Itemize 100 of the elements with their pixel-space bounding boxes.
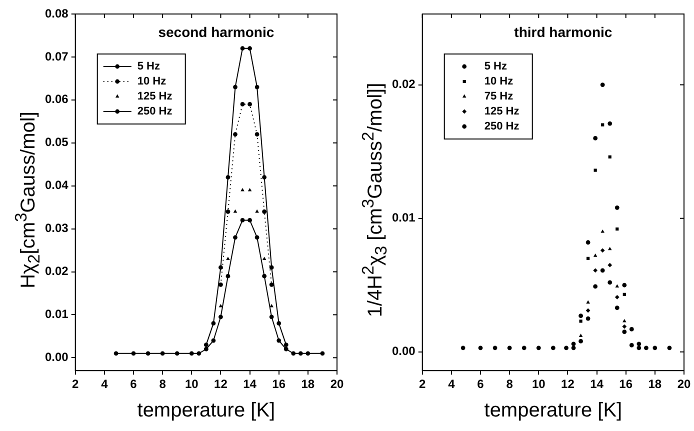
point <box>254 132 260 136</box>
point <box>614 306 620 310</box>
point <box>594 168 597 172</box>
point <box>211 321 216 326</box>
point <box>608 262 612 268</box>
point <box>600 82 605 87</box>
x-axis-title: temperature [K] <box>137 400 276 422</box>
x-tick-label: 4 <box>101 377 108 392</box>
x-tick-label: 10 <box>184 377 199 392</box>
point <box>276 338 282 343</box>
x-tick-label: 20 <box>330 377 344 392</box>
point <box>600 248 605 253</box>
y-tick-label: 0.07 <box>44 49 69 64</box>
point <box>622 324 627 329</box>
point <box>298 351 303 356</box>
point <box>586 300 590 304</box>
y-tick-label: 0.03 <box>44 221 69 236</box>
point <box>233 132 238 136</box>
y-tick-label: 0.01 <box>392 210 416 225</box>
text: third harmonic <box>514 24 612 40</box>
x-tick-label: 20 <box>677 377 691 392</box>
x-tick-label: 2 <box>419 377 426 392</box>
point <box>226 274 230 278</box>
y-tick-label: 0.04 <box>44 178 69 192</box>
legend-label: 250 Hz <box>137 106 173 118</box>
legend-label: 10 Hz <box>137 76 167 88</box>
point <box>593 254 598 257</box>
point <box>211 338 216 343</box>
point <box>600 230 605 233</box>
point <box>248 102 252 106</box>
legend-label: 5 Hz <box>137 60 160 73</box>
point <box>622 292 626 296</box>
point <box>269 265 274 270</box>
point <box>291 351 296 356</box>
point <box>550 346 556 350</box>
point <box>196 351 202 356</box>
point <box>578 314 583 318</box>
legend-label: 10 Hz <box>484 76 514 88</box>
legend-label: 75 Hz <box>484 90 514 103</box>
point <box>262 256 266 260</box>
point <box>269 282 274 287</box>
y-tick-label: 0.00 <box>392 344 416 358</box>
point <box>492 346 498 350</box>
point <box>226 209 230 214</box>
point <box>593 268 598 273</box>
point <box>240 102 245 106</box>
text: second harmonic <box>158 24 274 40</box>
point <box>240 218 245 222</box>
point <box>644 346 648 350</box>
point <box>248 218 252 222</box>
point <box>522 346 526 350</box>
x-tick-label: 2 <box>72 377 80 392</box>
point <box>507 346 512 350</box>
y-tick-label: 0.08 <box>44 6 69 20</box>
point <box>615 284 620 288</box>
point <box>593 136 598 140</box>
point <box>262 274 267 278</box>
point <box>146 351 150 356</box>
x-tick-label: 16 <box>272 377 286 392</box>
x-tick-label: 12 <box>214 377 228 392</box>
point <box>622 330 627 334</box>
point <box>284 346 288 352</box>
x-tick-label: 16 <box>619 377 633 392</box>
x-tick-label: 14 <box>243 377 257 392</box>
point <box>601 123 604 126</box>
y-tick-label: 0.06 <box>44 92 69 106</box>
point <box>629 326 634 332</box>
point <box>218 282 223 287</box>
point <box>248 46 252 51</box>
y-tick-label: 0.01 <box>44 307 69 322</box>
point <box>614 205 620 210</box>
point <box>240 46 245 51</box>
point <box>586 256 590 260</box>
y-tick-label: 0.00 <box>44 350 69 364</box>
point <box>616 227 619 231</box>
point <box>478 346 483 350</box>
point <box>226 175 230 180</box>
point <box>226 256 230 260</box>
y-tick-label: 0.02 <box>44 264 69 278</box>
point <box>233 84 238 90</box>
point <box>608 121 612 126</box>
point <box>571 346 576 350</box>
legend-label: 250 Hz <box>484 120 520 133</box>
x-tick-label: 14 <box>590 377 604 392</box>
x-tick-label: 18 <box>648 377 662 392</box>
point <box>622 282 627 288</box>
legend-label: 5 Hz <box>484 60 508 73</box>
legend-label: 125 Hz <box>137 90 173 103</box>
point <box>218 314 223 320</box>
point <box>284 342 288 348</box>
point <box>622 318 626 322</box>
y-tick-label: 0.05 <box>44 135 69 150</box>
x-tick-label: 18 <box>301 377 315 392</box>
point <box>204 342 208 348</box>
point <box>536 346 541 350</box>
point <box>614 294 620 300</box>
point <box>629 343 634 348</box>
point <box>276 321 282 326</box>
point <box>564 346 568 350</box>
x-tick-label: 4 <box>448 377 456 392</box>
